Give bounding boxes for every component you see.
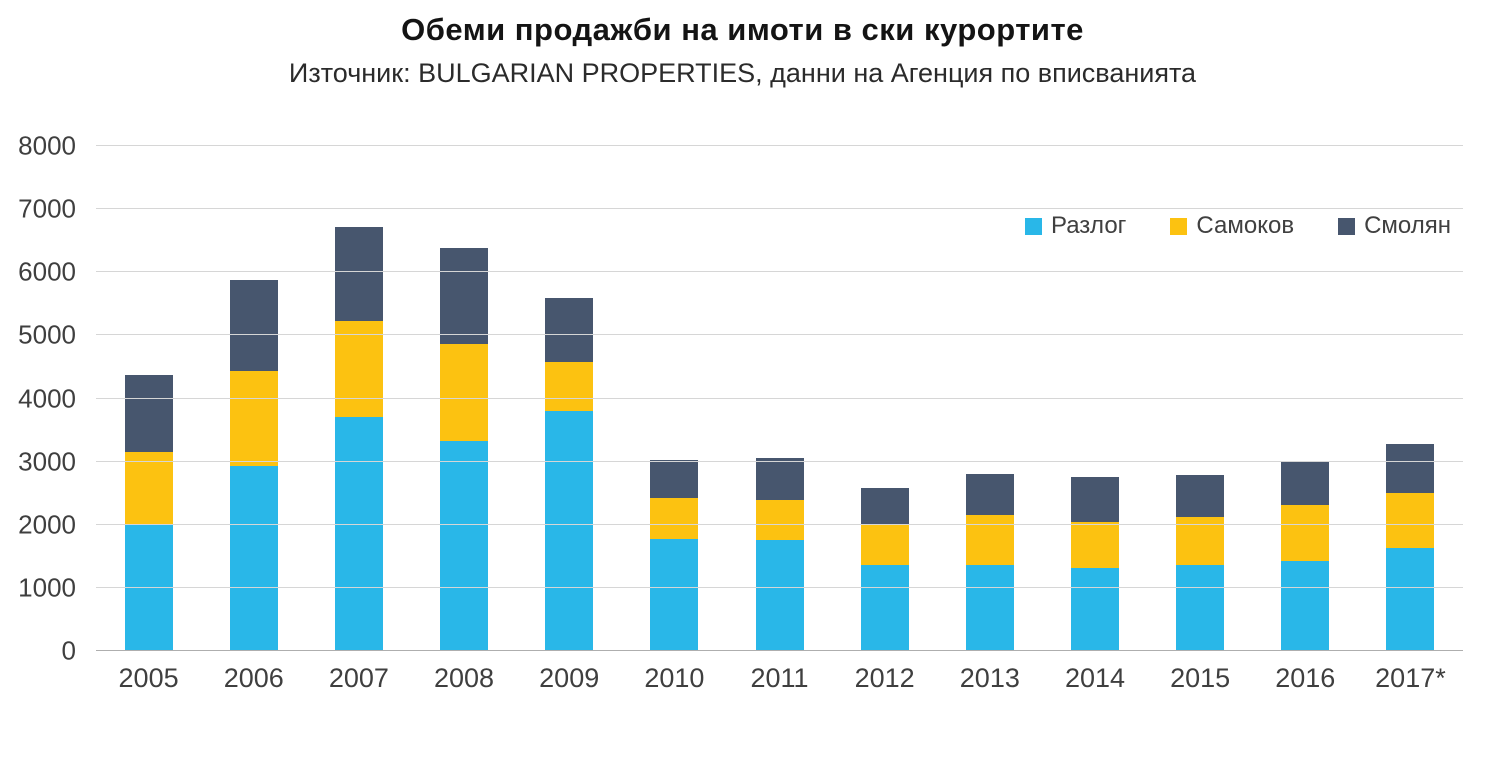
y-tick-label: 3000 <box>18 446 76 477</box>
bar-segment <box>1281 505 1330 562</box>
legend-swatch-icon <box>1025 217 1043 235</box>
legend-item: Смолян <box>1338 212 1451 240</box>
y-tick-label: 4000 <box>18 383 76 413</box>
bar-segment <box>755 457 804 500</box>
bar-segment <box>545 361 594 411</box>
bar-segment <box>545 298 594 362</box>
bar-segment <box>229 370 278 467</box>
legend-item: Самоков <box>1170 212 1294 240</box>
bar-segment <box>229 279 278 371</box>
gridline <box>96 208 1463 210</box>
bar-segment <box>965 564 1014 651</box>
bar-segment <box>1386 548 1435 651</box>
y-tick-label: 1000 <box>18 572 76 603</box>
x-tick-label: 2007 <box>328 663 389 693</box>
bar-segment <box>1176 474 1225 517</box>
bar-segment <box>650 538 699 651</box>
bar-stack-2014 <box>1042 146 1147 651</box>
bar-segment <box>1070 522 1119 568</box>
legend-label: Разлог <box>1051 212 1127 239</box>
x-tick-label: 2013 <box>959 663 1020 693</box>
gridline <box>96 334 1463 336</box>
bar-stack-2006 <box>201 146 306 651</box>
gridline <box>96 586 1463 588</box>
gridline <box>96 397 1463 399</box>
bar-segment <box>1281 561 1330 651</box>
bar-segment <box>124 374 173 453</box>
bar-segment <box>1386 492 1435 549</box>
bar-segment <box>1070 476 1119 523</box>
bar-stack-2016 <box>1253 146 1358 651</box>
bar-segment <box>1386 443 1435 493</box>
bar-stack-2011 <box>727 146 832 651</box>
x-tick-label: 2014 <box>1064 663 1126 693</box>
bar-segment <box>124 452 173 525</box>
bar-stack-2013 <box>937 146 1042 651</box>
x-tick-label: 2008 <box>434 663 495 693</box>
legend-label: Самоков <box>1196 212 1295 239</box>
x-axis-labels: 2005 2006 2007 2008 2009 2010 2011 2012 2013 2014… <box>96 663 1463 699</box>
chart-subtitle: Източник: BULGARIAN PROPERTIES, данни на… <box>288 58 1197 88</box>
x-tick-label: 2009 <box>539 663 600 693</box>
bar-stack-2009 <box>517 146 622 651</box>
bar-segment <box>440 343 489 441</box>
y-tick-label: 7000 <box>18 193 76 224</box>
x-tick-label: 2010 <box>644 663 705 693</box>
bar-segment <box>755 539 804 651</box>
bar-segment <box>334 320 383 418</box>
bar-series-container <box>96 146 1463 651</box>
legend: Разлог Самоков Смолян <box>1025 212 1451 240</box>
gridline <box>96 145 1463 146</box>
bar-segment <box>440 440 489 651</box>
legend-label: Смолян <box>1364 212 1451 239</box>
y-tick-label: 5000 <box>18 319 76 350</box>
x-tick-label: 2006 <box>223 663 284 693</box>
bar-segment <box>1070 567 1119 651</box>
y-tick-label: 8000 <box>18 130 76 161</box>
legend-swatch-icon <box>1170 217 1188 235</box>
bar-segment <box>1281 462 1330 506</box>
bar-segment <box>440 248 489 344</box>
legend-item: Разлог <box>1025 212 1126 240</box>
gridline <box>96 460 1463 462</box>
bar-segment <box>650 498 699 539</box>
bar-segment <box>860 564 909 651</box>
x-tick-label: 2017* <box>1375 663 1446 693</box>
x-tick-label: 2012 <box>854 663 915 693</box>
bar-segment <box>124 524 173 651</box>
x-tick-label: 2011 <box>750 663 809 693</box>
x-tick-label: 2015 <box>1170 663 1231 693</box>
bar-segment <box>965 474 1014 515</box>
bar-stack-2005 <box>96 146 201 651</box>
bar-stack-2007 <box>306 146 411 651</box>
gridline <box>96 523 1463 525</box>
x-tick-label: 2005 <box>118 663 179 693</box>
bar-segment <box>334 226 383 321</box>
bar-stack-2017 <box>1358 146 1463 651</box>
bar-stack-2012 <box>832 146 937 651</box>
bar-stack-2010 <box>622 146 727 651</box>
bar-segment <box>860 524 909 565</box>
gridline <box>96 271 1463 273</box>
bar-segment <box>545 410 594 651</box>
bar-stack-2008 <box>411 146 516 651</box>
x-tick-label: 2016 <box>1275 663 1336 693</box>
bar-segment <box>965 514 1014 565</box>
gridline <box>96 650 1463 651</box>
bar-segment <box>755 499 804 540</box>
bar-stack-2015 <box>1148 146 1253 651</box>
bar-segment <box>860 488 909 525</box>
legend-swatch-icon <box>1338 217 1356 235</box>
bar-segment <box>229 466 278 651</box>
y-tick-label: 2000 <box>18 509 76 540</box>
plot-area: Разлог Самоков Смолян <box>96 145 1463 651</box>
bar-segment <box>650 460 699 499</box>
y-tick-label: 6000 <box>18 256 76 287</box>
y-axis-labels: 0 1000 2000 3000 4000 5000 6000 7000 8000 <box>0 131 80 666</box>
bar-segment <box>334 417 383 651</box>
bar-segment <box>1176 564 1225 651</box>
y-tick-label: 0 <box>61 635 76 666</box>
chart-title: Обеми продажби на имоти в ски курортите <box>401 12 1084 47</box>
